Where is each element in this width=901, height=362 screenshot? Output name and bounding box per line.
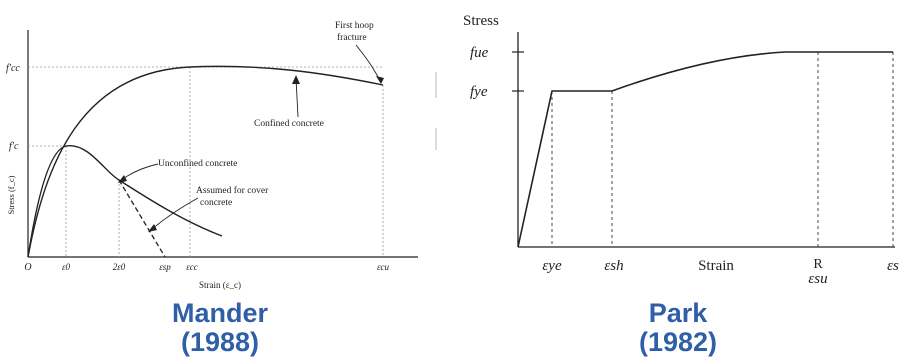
park-caption-year: (1982): [638, 327, 718, 357]
park-steel-curve: [517, 51, 893, 248]
mander-xtick-esp: εsp: [159, 262, 171, 272]
park-ytick-fye: fye: [470, 84, 488, 100]
park-x-axis-label: Strain: [698, 258, 734, 274]
mander-xtick-origin: O: [24, 262, 31, 273]
unconfined-curve: [27, 145, 223, 258]
park-y-axis-label: Stress: [463, 13, 499, 29]
mander-ytick-fc: f′c: [9, 141, 19, 152]
arrowhead-unconfined: [118, 175, 127, 183]
mander-diagram: f′cc f′c Stress (f_c) O ε0 2ε0 εsp εcc ε…: [6, 21, 418, 290]
park-guides: [551, 52, 894, 247]
annotation-first-hoop-1: First hoop: [335, 21, 374, 31]
mander-ytick-fcc: f′cc: [6, 63, 20, 74]
mander-y-axis-label: Stress (f_c): [6, 175, 16, 214]
mander-xtick-2e0: 2ε0: [113, 262, 126, 272]
mander-caption: Mander (1988): [90, 299, 350, 357]
mander-caption-year: (1988): [180, 327, 260, 357]
cover-dashed-line: [118, 179, 166, 258]
park-diagram: Stress fue fye εye εsh Strain R εsu εs: [463, 13, 899, 287]
park-caption-name: Park: [648, 298, 708, 328]
mander-xtick-e0: ε0: [62, 262, 71, 272]
park-caption: Park (1982): [578, 299, 778, 357]
arrowhead-first-hoop: [376, 76, 384, 84]
park-xtick-esh: εsh: [604, 258, 623, 274]
park-xtick-r: R: [813, 257, 823, 272]
mander-xtick-ecu: εcu: [377, 262, 390, 272]
arrow-confined: [295, 77, 299, 118]
annotation-cover-2: concrete: [200, 198, 232, 208]
annotation-cover-1: Assumed for cover: [196, 185, 269, 196]
park-xtick-es: εs: [887, 258, 899, 274]
annotation-confined: Confined concrete: [254, 118, 324, 129]
arrowhead-cover: [148, 224, 157, 232]
arrowhead-confined: [292, 75, 300, 84]
park-xtick-eye: εye: [542, 258, 562, 274]
mander-caption-name: Mander: [171, 298, 269, 328]
park-xtick-esu: εsu: [808, 271, 827, 287]
annotation-unconfined: Unconfined concrete: [158, 158, 237, 169]
mander-xtick-ecc: εcc: [186, 262, 198, 272]
confined-curve: [27, 65, 384, 258]
mander-x-axis-label: Strain (ε_c): [199, 280, 241, 290]
park-ytick-fue: fue: [470, 45, 489, 61]
annotation-first-hoop-2: fracture: [337, 32, 367, 43]
